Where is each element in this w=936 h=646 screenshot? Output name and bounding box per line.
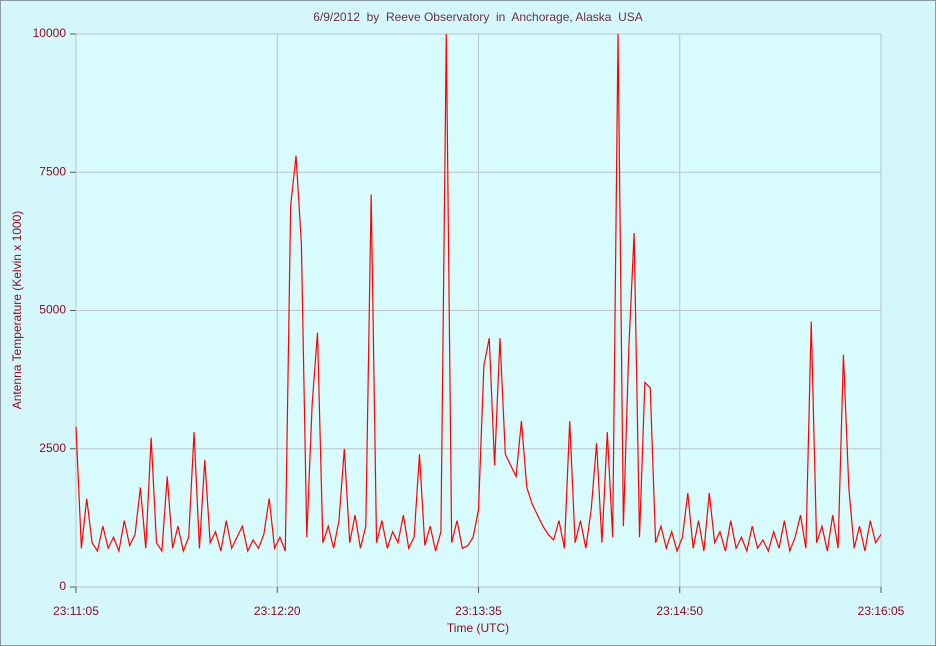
- x-tick-label: 23:16:05: [858, 604, 905, 618]
- y-tick-label: 2500: [39, 441, 66, 455]
- y-tick-label: 10000: [33, 26, 67, 40]
- x-tick-label: 23:12:20: [254, 604, 301, 618]
- data-line: [75, 33, 882, 554]
- y-tick-label: 5000: [39, 303, 66, 317]
- y-tick-label: 7500: [39, 164, 66, 178]
- x-axis-label: Time (UTC): [447, 621, 509, 635]
- x-tick-label: 23:13:35: [455, 604, 502, 618]
- y-axis-label: Antenna Temperature (Kelvin x 1000): [10, 211, 24, 410]
- chart-title: 6/9/2012 by Reeve Observatory in Anchora…: [313, 10, 643, 24]
- x-tick-label: 23:14:50: [656, 604, 703, 618]
- y-tick-label: 0: [59, 579, 66, 593]
- x-tick-label: 23:11:05: [53, 604, 99, 618]
